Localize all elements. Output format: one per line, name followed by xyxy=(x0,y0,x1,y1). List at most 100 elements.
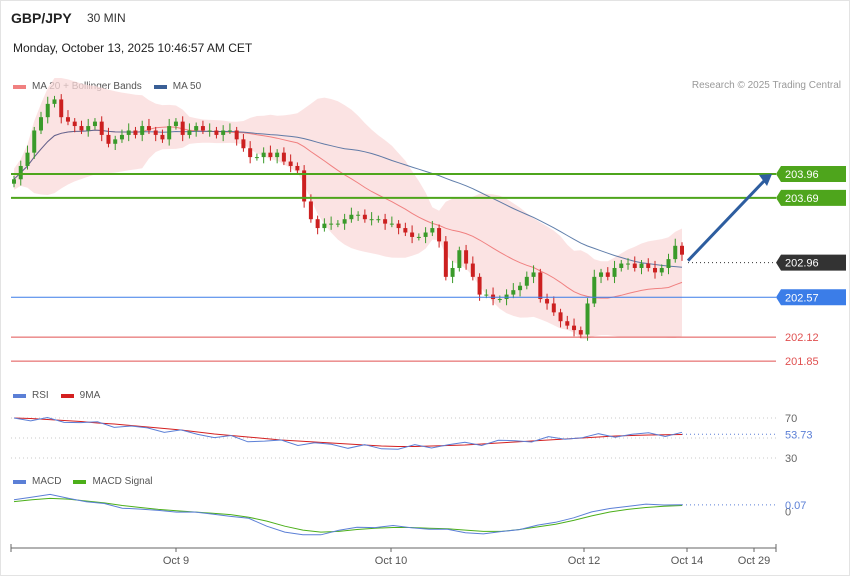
9ma-swatch xyxy=(60,393,74,398)
candle-body xyxy=(25,152,30,166)
candle-body xyxy=(173,121,178,127)
candle-body xyxy=(200,126,205,131)
candle-body xyxy=(261,152,266,158)
candle-body xyxy=(59,99,64,118)
candle-body xyxy=(666,259,671,268)
candle-body xyxy=(308,201,313,220)
candle-body xyxy=(497,299,502,301)
candle-body xyxy=(349,214,354,220)
price-level-tag xyxy=(776,165,846,182)
rsi-swatch xyxy=(13,393,26,398)
candle-body xyxy=(45,103,50,118)
candle-body xyxy=(599,272,604,277)
ma50-line xyxy=(13,129,683,268)
candle-body xyxy=(234,130,239,140)
candle-body xyxy=(619,263,624,268)
candle-body xyxy=(443,241,448,277)
macd-last-value-label: 0.07 xyxy=(785,500,806,512)
candle-body xyxy=(153,130,158,135)
candle-body xyxy=(329,223,334,225)
candle-body xyxy=(275,152,280,158)
candle-body xyxy=(551,303,556,313)
candle-body xyxy=(592,276,597,304)
candle-body xyxy=(659,267,664,273)
candle-body xyxy=(106,134,111,144)
datetime-label: Monday, October 13, 2025 10:46:57 AM CET xyxy=(13,41,253,55)
candle-body xyxy=(403,228,408,233)
timeframe-label[interactable]: 30 MIN xyxy=(87,11,126,25)
candle-body xyxy=(126,130,131,135)
candle-body xyxy=(639,263,644,268)
candle-body xyxy=(65,117,70,122)
candle-body xyxy=(437,228,442,242)
candle-body xyxy=(538,272,543,300)
candle-body xyxy=(612,267,617,277)
price-level-label: 203.96 xyxy=(785,169,819,181)
candle-body xyxy=(653,267,658,273)
candle-body xyxy=(470,263,475,277)
rsi-tick-label: 30 xyxy=(785,453,797,465)
target-arrow-head xyxy=(759,173,772,186)
candle-body xyxy=(572,325,577,331)
candle-body xyxy=(214,130,219,135)
price-level-label: 202.12 xyxy=(785,332,819,344)
candle-body xyxy=(140,126,145,135)
candle-body xyxy=(322,223,327,229)
candle-body xyxy=(86,126,91,131)
candle-body xyxy=(430,228,435,233)
candle-body xyxy=(254,157,259,159)
legend-label: MA 50 xyxy=(172,81,202,92)
candle-body xyxy=(248,148,253,158)
ma20-swatch xyxy=(13,84,26,89)
candle-body xyxy=(160,134,165,140)
price-level-tag xyxy=(776,289,846,306)
candle-body xyxy=(369,219,374,221)
candle-body xyxy=(133,130,138,135)
macd-signal-swatch xyxy=(73,479,87,484)
candle-body xyxy=(32,130,37,153)
x-axis-tick-label: Oct 29 xyxy=(738,555,770,567)
legend-item-macd: MACD xyxy=(13,476,61,487)
ma50-swatch xyxy=(153,84,167,89)
candle-body xyxy=(52,99,57,104)
price-level-tag xyxy=(776,254,846,271)
rsi-line xyxy=(13,416,683,450)
price-level-tag xyxy=(776,189,846,206)
candle-body xyxy=(119,134,124,140)
legend-item-rsi: RSI xyxy=(13,390,49,401)
macd-legend: MACD MACD Signal xyxy=(13,476,164,487)
candle-body xyxy=(295,165,300,171)
candle-body xyxy=(92,121,97,127)
candle-body xyxy=(113,139,118,144)
candle-body xyxy=(457,250,462,268)
candle-body xyxy=(342,219,347,224)
candle-body xyxy=(565,321,570,326)
candle-body xyxy=(680,245,684,255)
candle-body xyxy=(646,263,651,268)
price-level-label: 203.69 xyxy=(785,193,819,205)
candle-body xyxy=(511,290,516,295)
candle-body xyxy=(396,223,401,229)
x-axis-tick-label: Oct 14 xyxy=(671,555,703,567)
candle-body xyxy=(632,263,637,268)
x-axis-tick-label: Oct 9 xyxy=(163,555,189,567)
macd-signal-line xyxy=(13,497,683,533)
rsi-last-value-label: 53.73 xyxy=(785,429,813,441)
candle-body xyxy=(383,219,388,224)
legend-label: MACD xyxy=(32,476,62,487)
legend-item-ma50: MA 50 xyxy=(153,81,202,92)
candle-body xyxy=(545,299,550,304)
candle-body xyxy=(99,121,104,135)
credit-label: Research © 2025 Trading Central xyxy=(691,80,841,91)
rsi-9ma-line xyxy=(13,417,683,447)
candle-body xyxy=(268,152,273,158)
candle-body xyxy=(180,121,185,135)
candle-body xyxy=(585,303,590,335)
candle-body xyxy=(484,294,489,296)
price-level-label: 202.96 xyxy=(785,258,819,270)
candle-body xyxy=(626,263,631,265)
bollinger-band xyxy=(14,78,682,340)
rsi-legend: RSI 9MA xyxy=(13,390,112,401)
legend-label: 9MA xyxy=(79,390,101,401)
